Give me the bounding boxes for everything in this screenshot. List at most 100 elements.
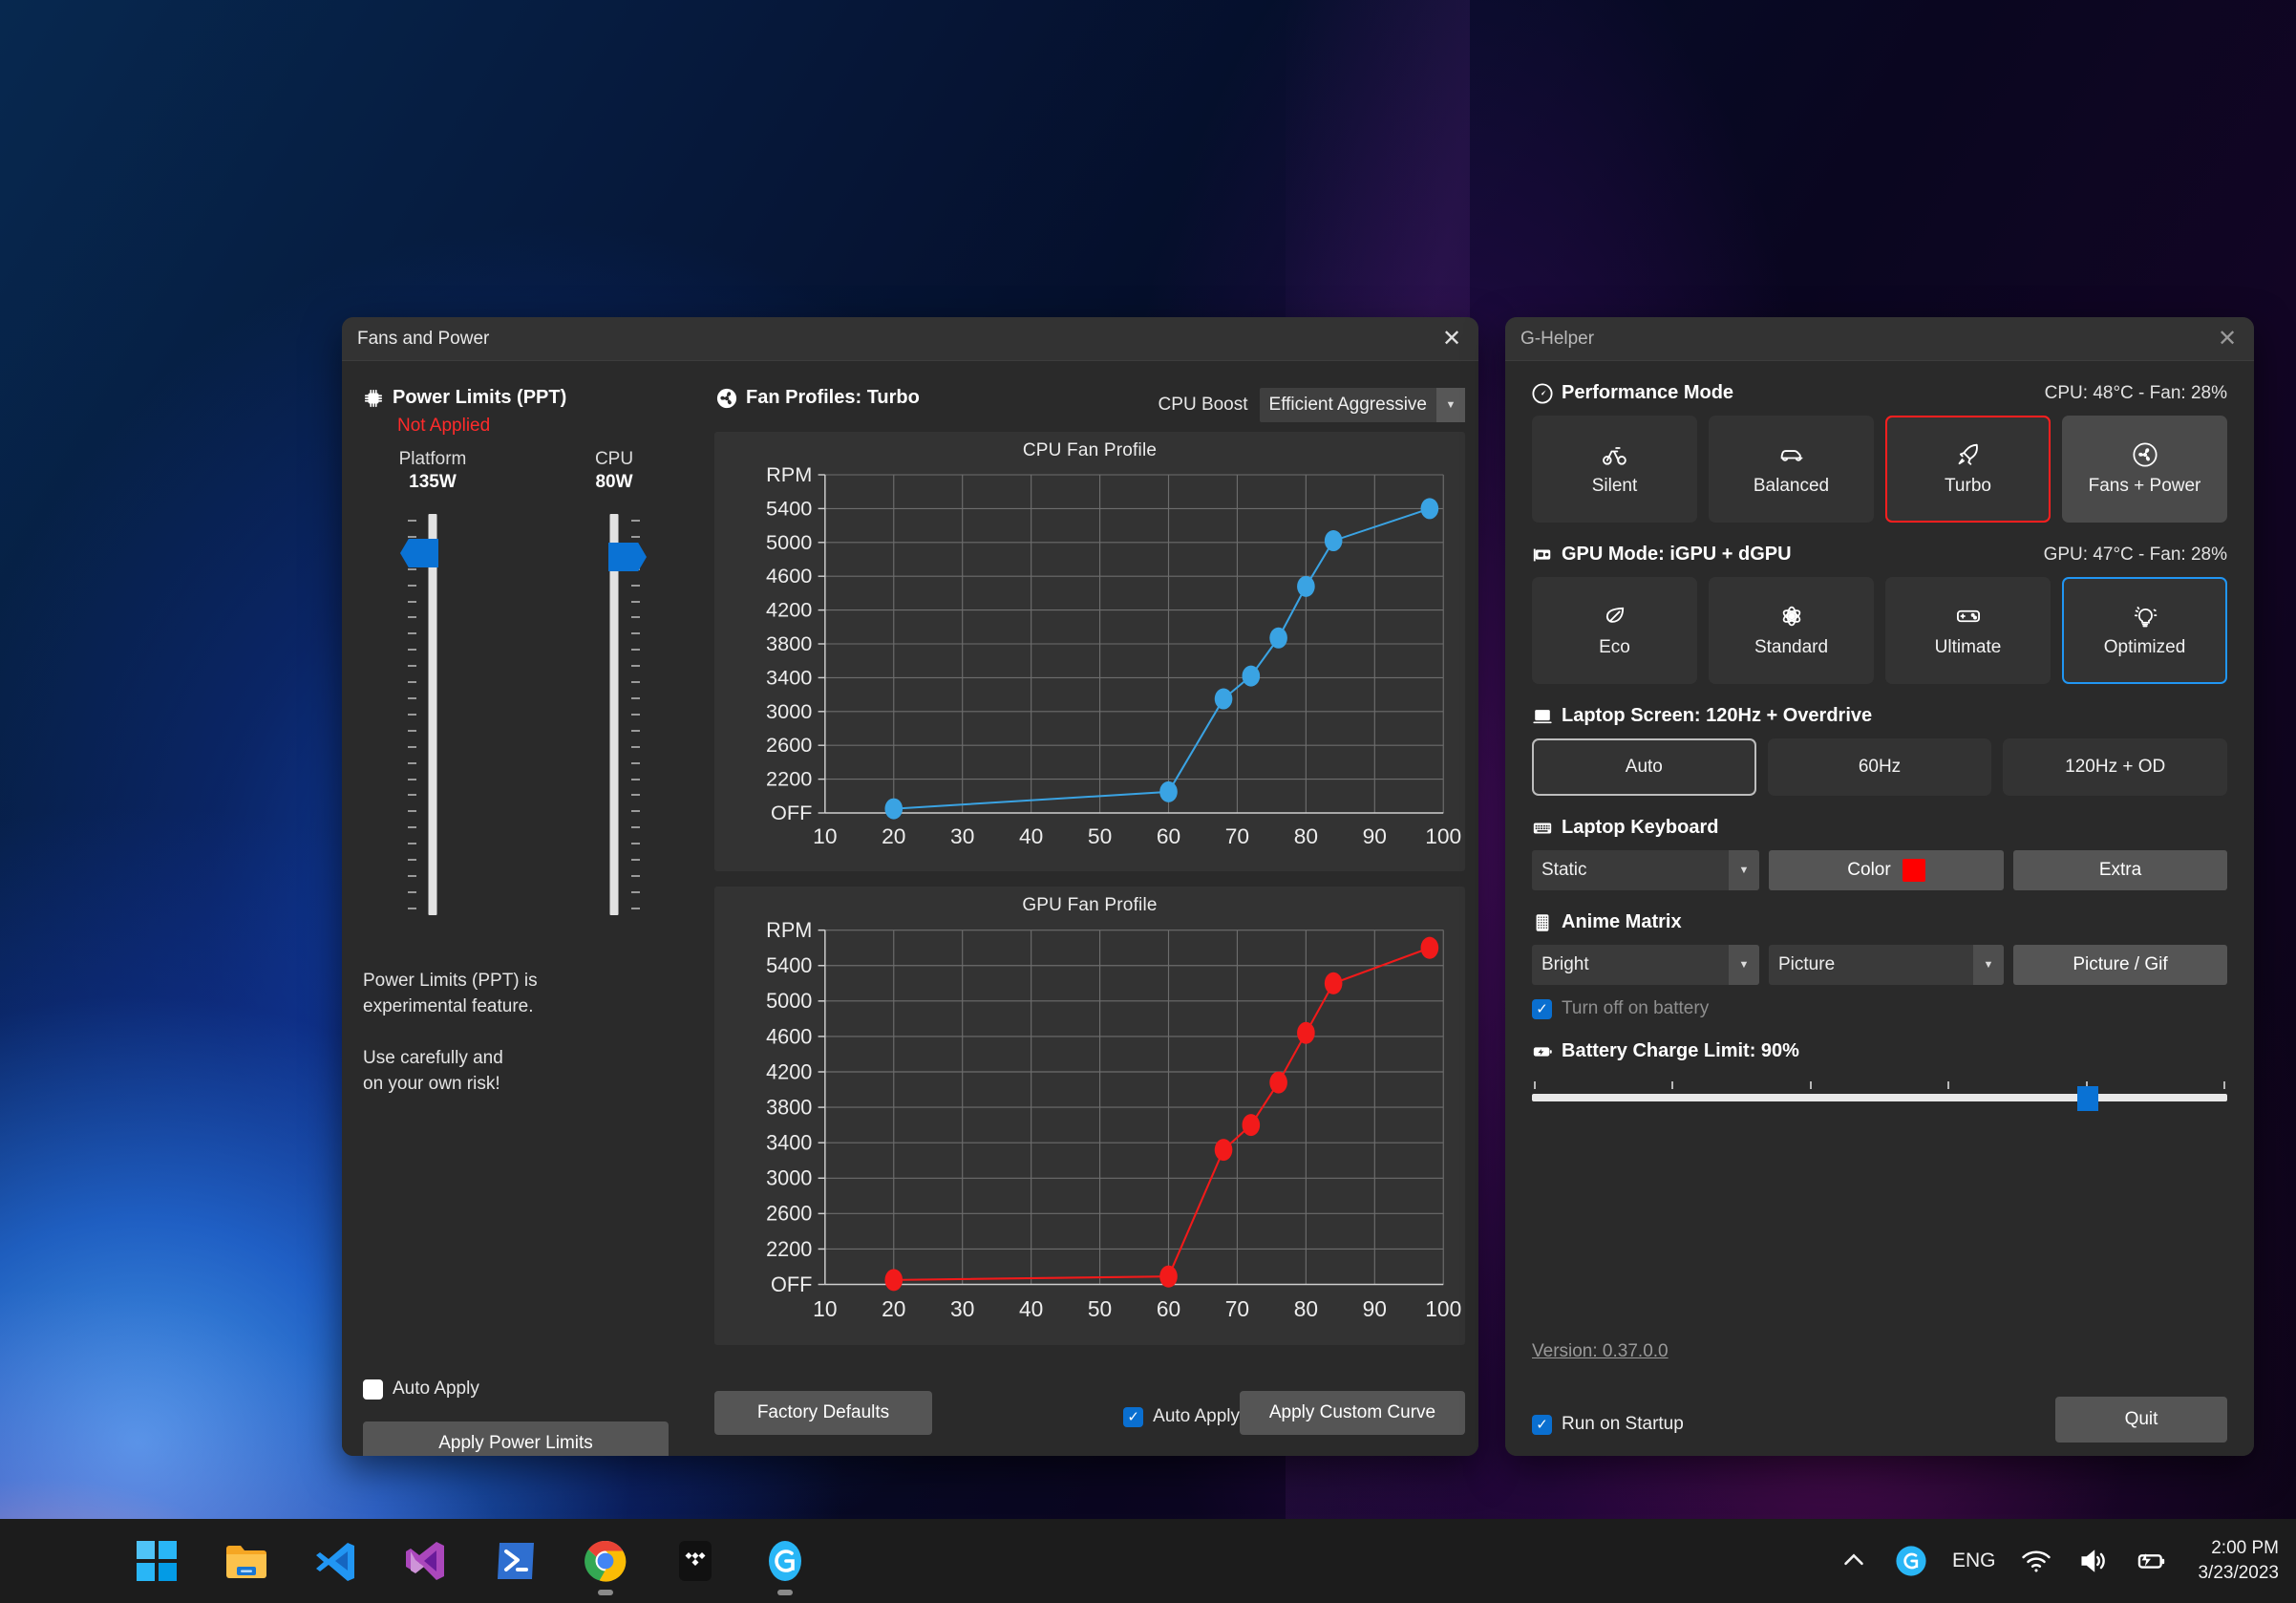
laptop-keyboard-heading-text: Laptop Keyboard xyxy=(1562,817,1719,838)
cpu-slider-thumb[interactable] xyxy=(608,543,647,571)
anime-brightness-dropdown[interactable]: Bright ▼ xyxy=(1532,945,1759,985)
clock-date: 3/23/2023 xyxy=(2198,1563,2279,1583)
running-indicator xyxy=(777,1590,793,1595)
chevron-up-icon[interactable] xyxy=(1838,1545,1870,1577)
g-helper-tray-icon[interactable] xyxy=(1895,1545,1927,1577)
svg-text:3400: 3400 xyxy=(766,667,812,690)
speaker-icon[interactable] xyxy=(2077,1545,2110,1577)
g-helper-icon[interactable] xyxy=(762,1538,808,1595)
cpu-slider-ticks xyxy=(631,520,640,909)
factory-defaults-button[interactable]: Factory Defaults xyxy=(714,1391,932,1435)
platform-name: Platform xyxy=(398,449,467,469)
svg-text:4200: 4200 xyxy=(766,1059,812,1083)
ppt-auto-apply-checkbox[interactable]: Auto Apply xyxy=(363,1379,479,1400)
performance-mode-heading-text: Performance Mode xyxy=(1562,382,1734,403)
google-chrome-icon[interactable] xyxy=(583,1538,628,1595)
fan-profiles-heading-text: Fan Profiles: Turbo xyxy=(746,387,920,408)
wifi-icon[interactable] xyxy=(2020,1545,2052,1577)
anime-turn-off-battery-checkbox[interactable]: ✓ Turn off on battery xyxy=(1532,998,2227,1019)
running-indicator xyxy=(598,1590,613,1595)
language-indicator[interactable]: ENG xyxy=(1951,1550,1996,1571)
gpu-tile-standard[interactable]: Standard xyxy=(1709,577,1874,684)
keyboard-color-swatch[interactable] xyxy=(1902,859,1925,882)
screen-option-120hz-od[interactable]: 120Hz + OD xyxy=(2003,738,2228,796)
battery-charge-row: Battery Charge Limit: 90% xyxy=(1532,1040,2227,1062)
quit-button[interactable]: Quit xyxy=(2055,1397,2227,1443)
chevron-down-icon[interactable]: ▼ xyxy=(1729,945,1759,985)
svg-text:90: 90 xyxy=(1363,824,1387,848)
performance-mode-heading: Performance Mode xyxy=(1532,382,1733,404)
powershell-icon[interactable] xyxy=(493,1538,539,1584)
battery-charge-slider[interactable] xyxy=(1532,1081,2227,1111)
start-button[interactable] xyxy=(134,1538,180,1584)
gpu-fan-profile-chart[interactable]: GPU Fan Profile OFF 2200 2600 3000 3400 3800 4… xyxy=(714,887,1465,1345)
cpu-chart-plot[interactable]: OFF 2200 2600 3000 3400 3800 4200 4600 5000 5400 R… xyxy=(714,461,1465,863)
svg-text:5400: 5400 xyxy=(766,953,812,977)
platform-slider-track[interactable] xyxy=(428,514,437,915)
svg-text:10: 10 xyxy=(813,1296,837,1321)
keyboard-extra-button[interactable]: Extra xyxy=(2013,850,2227,890)
cpu-slider-track[interactable] xyxy=(609,514,619,915)
svg-text:4200: 4200 xyxy=(766,599,812,622)
power-limits-heading: Power Limits (PPT) xyxy=(363,387,566,409)
performance-tile-turbo[interactable]: Turbo xyxy=(1885,416,2051,523)
battery-slider-thumb[interactable] xyxy=(2077,1086,2099,1111)
battery-slider-track[interactable] xyxy=(1532,1094,2227,1101)
svg-text:60: 60 xyxy=(1157,824,1180,848)
vs-code-icon[interactable] xyxy=(313,1538,359,1584)
svg-text:2600: 2600 xyxy=(766,735,812,758)
file-explorer-icon[interactable] xyxy=(223,1538,269,1584)
apply-custom-curve-button[interactable]: Apply Custom Curve xyxy=(1240,1391,1465,1435)
keyboard-mode-dropdown[interactable]: Static ▼ xyxy=(1532,850,1759,890)
visual-studio-icon[interactable] xyxy=(403,1538,449,1584)
svg-text:100: 100 xyxy=(1425,824,1461,848)
platform-slider-thumb[interactable] xyxy=(400,539,438,567)
cpu-fan-profile-chart[interactable]: CPU Fan Profile OFF 2200 2600 3000 3400 3800 4… xyxy=(714,432,1465,871)
leaf-icon xyxy=(1602,603,1628,630)
bulb-gear-icon xyxy=(2132,603,2158,630)
battery-charging-icon[interactable] xyxy=(2135,1545,2167,1577)
tidal-icon[interactable] xyxy=(672,1538,718,1584)
anime-picture-gif-button[interactable]: Picture / Gif xyxy=(2013,945,2227,985)
curve-auto-apply-box[interactable]: ✓ xyxy=(1123,1406,1144,1427)
screen-option-auto[interactable]: Auto xyxy=(1532,738,1756,796)
gpu-chart-plot[interactable]: OFF 2200 2600 3000 3400 3800 4200 4600 5000 5400 R… xyxy=(714,916,1465,1336)
gamepad-icon xyxy=(1955,603,1982,630)
screen-option-60hz[interactable]: 60Hz xyxy=(1767,738,1992,796)
svg-text:100: 100 xyxy=(1425,1296,1461,1321)
curve-auto-apply-checkbox[interactable]: ✓ Auto Apply xyxy=(1123,1406,1240,1427)
close-icon[interactable]: ✕ xyxy=(1441,326,1462,352)
platform-power-slider[interactable] xyxy=(342,514,523,915)
gpu-mode-tiles: Eco Standard xyxy=(1532,577,2227,684)
apply-power-limits-button[interactable]: Apply Power Limits xyxy=(363,1421,669,1456)
run-on-startup-box[interactable]: ✓ xyxy=(1532,1414,1552,1435)
svg-text:OFF: OFF xyxy=(771,802,812,824)
svg-text:OFF: OFF xyxy=(771,1272,812,1296)
version-link[interactable]: Version: 0.37.0.0 xyxy=(1532,1341,1669,1361)
performance-tile-turbo-label: Turbo xyxy=(1945,476,1991,496)
anime-content-dropdown[interactable]: Picture ▼ xyxy=(1769,945,2004,985)
chevron-down-icon[interactable]: ▼ xyxy=(1973,945,2004,985)
keyboard-color-button[interactable]: Color xyxy=(1769,850,2004,890)
chevron-down-icon[interactable]: ▼ xyxy=(1436,388,1465,422)
laptop-screen-row: Laptop Screen: 120Hz + Overdrive xyxy=(1532,705,2227,727)
cpu-boost-dropdown[interactable]: Efficient Aggressive ▼ xyxy=(1259,388,1465,422)
laptop-screen-options: Auto 60Hz 120Hz + OD xyxy=(1532,738,2228,796)
chevron-down-icon[interactable]: ▼ xyxy=(1729,850,1759,890)
svg-text:3800: 3800 xyxy=(766,632,812,655)
clock[interactable]: 2:00 PM 3/23/2023 xyxy=(2198,1536,2279,1585)
performance-tile-fans-power[interactable]: Fans + Power xyxy=(2062,416,2227,523)
performance-tile-silent[interactable]: Silent xyxy=(1532,416,1697,523)
performance-tile-balanced[interactable]: Balanced xyxy=(1709,416,1874,523)
gpu-tile-optimized-label: Optimized xyxy=(2103,637,2186,657)
fans-window-body: Power Limits (PPT) Not Applied Platform … xyxy=(342,361,1478,1456)
gpu-tile-optimized[interactable]: Optimized xyxy=(2062,577,2227,684)
anime-turn-off-battery-box[interactable]: ✓ xyxy=(1532,998,1552,1019)
ppt-auto-apply-box[interactable] xyxy=(363,1379,383,1400)
fans-window-titlebar: Fans and Power ✕ xyxy=(342,317,1478,361)
run-on-startup-checkbox[interactable]: ✓ Run on Startup xyxy=(1532,1414,1684,1435)
close-icon[interactable]: ✕ xyxy=(2217,326,2238,352)
gpu-tile-ultimate[interactable]: Ultimate xyxy=(1885,577,2051,684)
cpu-power-slider[interactable] xyxy=(523,514,705,915)
gpu-tile-eco[interactable]: Eco xyxy=(1532,577,1697,684)
